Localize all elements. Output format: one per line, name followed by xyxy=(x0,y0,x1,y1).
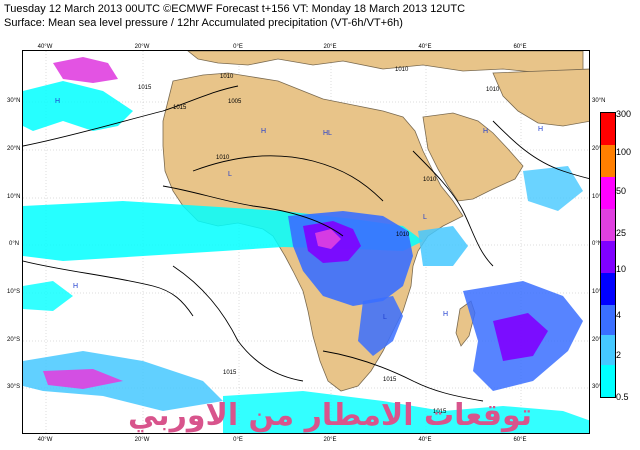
chart-title: Tuesday 12 March 2013 00UTC ©ECMWF Forec… xyxy=(4,3,466,15)
legend-swatch xyxy=(601,241,615,273)
isobar-line xyxy=(23,85,239,147)
lat-label-left: 20°S xyxy=(7,337,21,343)
legend-swatch xyxy=(601,335,615,365)
isobar-label: 1015 xyxy=(223,370,237,376)
pressure-center-marker: H xyxy=(73,283,78,290)
legend-swatch xyxy=(601,305,615,335)
lat-label-left: 30°N xyxy=(7,98,21,104)
europe-coast xyxy=(187,51,584,74)
isobar-line xyxy=(412,150,494,267)
precip-congo-max xyxy=(315,229,341,249)
precipitation-field xyxy=(23,57,589,433)
pressure-center-marker: L xyxy=(423,214,427,221)
precipitation-legend xyxy=(600,112,616,398)
pressure-center-marker: L xyxy=(383,314,387,321)
legend-swatch xyxy=(601,177,615,209)
lon-label-top: 60°E xyxy=(513,44,527,50)
pressure-center-marker: H xyxy=(261,128,266,135)
pressure-centers: H H H HL L L H H H L xyxy=(55,98,543,321)
lon-label-bottom: 20°E xyxy=(323,437,337,443)
lat-label-right: 10°N xyxy=(592,194,606,200)
lat-label-left: 30°S xyxy=(7,384,21,390)
legend-label: 300 xyxy=(616,109,632,119)
lat-label-left: 10°S xyxy=(7,289,21,295)
legend-label: 50 xyxy=(616,186,627,196)
lat-label-left: 10°N xyxy=(7,194,21,200)
isobar-label: 1015 xyxy=(173,105,187,111)
lon-label-bottom: 40°W xyxy=(37,437,53,443)
lon-label-top: 0°E xyxy=(233,44,243,50)
isobars xyxy=(23,85,589,402)
isobar-label: 1005 xyxy=(228,99,242,105)
legend-label: 2 xyxy=(616,350,622,360)
precip-north-atlantic xyxy=(23,81,133,131)
chart-subtitle: Surface: Mean sea level pressure / 12hr … xyxy=(4,17,403,29)
isobar-line xyxy=(322,350,484,402)
lat-label-right: 30°N xyxy=(592,98,606,104)
pressure-center-marker: H xyxy=(538,126,543,133)
legend-label: 0.5 xyxy=(616,392,629,402)
forecast-map: 1015 1010 1005 1010 1015 1010 1010 1015 … xyxy=(22,50,590,434)
lat-label-right: 10°S xyxy=(592,289,606,295)
legend-swatch xyxy=(601,209,615,241)
legend-swatch xyxy=(601,365,615,397)
isobar-label: 1015 xyxy=(138,85,152,91)
isobar-line xyxy=(172,265,304,382)
lon-label-bottom: 60°E xyxy=(513,437,527,443)
legend-label: 10 xyxy=(616,264,627,274)
legend-swatch xyxy=(601,273,615,305)
lon-label-top: 40°W xyxy=(37,44,53,50)
lat-label-right: 20°N xyxy=(592,146,606,152)
isobar-label: 1010 xyxy=(486,87,500,93)
lat-label-right: 20°S xyxy=(592,337,606,343)
asia-coast xyxy=(492,68,589,127)
isobar-line xyxy=(492,120,589,179)
isobar-label: 1010 xyxy=(395,67,409,73)
legend-swatch xyxy=(601,113,615,145)
isobar-label: 1010 xyxy=(220,74,234,80)
pressure-center-marker: L xyxy=(228,171,232,178)
legend-label: 25 xyxy=(616,228,627,238)
legend-swatch xyxy=(601,145,615,177)
isobar-labels: 1015 1010 1005 1010 1015 1010 1010 1015 … xyxy=(138,67,500,415)
lat-label-left: 20°N xyxy=(7,146,21,152)
legend-label: 4 xyxy=(616,310,622,320)
isobar-label: 1010 xyxy=(216,155,230,161)
isobar-line xyxy=(192,155,384,202)
lat-label-right: 0°N xyxy=(592,241,603,247)
isobar-label: 1015 xyxy=(433,409,447,415)
pressure-center-marker: H xyxy=(443,311,448,318)
precip-southern-ocean xyxy=(223,391,589,433)
lon-label-bottom: 20°W xyxy=(134,437,150,443)
precip-south-atlantic-core xyxy=(43,369,123,389)
legend-label: 100 xyxy=(616,147,632,157)
precip-indian-ocean-core xyxy=(493,313,548,361)
pressure-center-marker: H xyxy=(55,98,60,105)
precip-north-atlantic-core xyxy=(53,57,118,83)
isobar-label: 1010 xyxy=(423,177,437,183)
precip-southeast-africa xyxy=(358,296,403,356)
isobar-label: 1015 xyxy=(383,377,397,383)
isobar-line xyxy=(23,260,194,317)
arabian-peninsula xyxy=(422,112,524,202)
isobar-line xyxy=(162,185,344,237)
lon-label-top: 20°W xyxy=(134,44,150,50)
lon-label-top: 20°E xyxy=(323,44,337,50)
arabic-watermark: توقعات الامطار من الاوربي xyxy=(127,398,533,433)
map-canvas: 1015 1010 1005 1010 1015 1010 1010 1015 … xyxy=(23,51,589,433)
pressure-center-marker: H xyxy=(483,128,488,135)
isobar-label: 1010 xyxy=(396,232,410,238)
pressure-center-marker: HL xyxy=(323,130,332,137)
precip-east-africa xyxy=(418,226,468,266)
lon-label-bottom: 40°E xyxy=(418,437,432,443)
lon-label-bottom: 0°E xyxy=(233,437,243,443)
precip-arabian-sea xyxy=(523,166,583,211)
lat-label-left: 0°N xyxy=(9,241,20,247)
precip-caribbean-west xyxy=(23,281,73,311)
lat-label-right: 30°S xyxy=(592,384,606,390)
lon-label-top: 40°E xyxy=(418,44,432,50)
